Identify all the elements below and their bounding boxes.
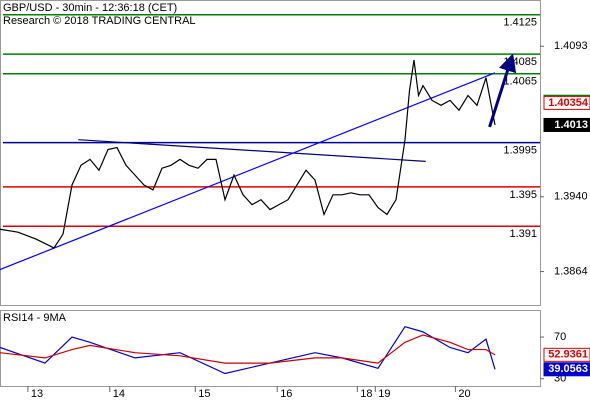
chart-title: GBP/USD - 30min - 12:36:18 (CET) (3, 2, 177, 14)
level-label: 1.3995 (503, 145, 537, 157)
x-tick-label: 20 (458, 388, 470, 400)
price-tag-label: 1.40354 (548, 97, 589, 109)
forecast-arrow (488, 53, 517, 128)
level-label: 1.4085 (503, 56, 537, 68)
chart-subtitle: Research © 2018 TRADING CENTRAL (3, 15, 196, 27)
price-tag (543, 362, 590, 377)
price-tag-label: 39.0563 (548, 363, 588, 375)
y-tick-label: 1.4093 (554, 40, 588, 52)
price-tag (543, 117, 590, 132)
price-tag (543, 347, 590, 362)
x-tick-label: 14 (113, 388, 125, 400)
price-line (0, 59, 496, 249)
trendline (78, 139, 426, 162)
x-tick-label: 19 (378, 388, 390, 400)
y-tick-label: 1.3940 (554, 191, 588, 203)
y-tick-label: 70 (554, 331, 566, 343)
main-frame (0, 0, 541, 306)
trendline (0, 72, 496, 271)
price-tag (543, 95, 590, 110)
level-label: 1.395 (509, 189, 537, 201)
x-tick-label: 15 (198, 388, 210, 400)
x-tick-label: 13 (31, 388, 43, 400)
y-tick-label: 1.3864 (554, 265, 588, 277)
price-line (0, 334, 496, 364)
x-tick-label: 16 (280, 388, 292, 400)
level-label: 1.4125 (503, 17, 537, 29)
level-label: 1.391 (509, 228, 537, 240)
price-line (0, 325, 496, 375)
rsi-frame (0, 310, 541, 387)
level-label: 1.4065 (503, 76, 537, 88)
price-tag-label: 1.4013 (554, 119, 588, 131)
price-tag-label: 52.9361 (548, 349, 588, 361)
rsi-title: RSI14 - 9MA (3, 312, 67, 324)
x-tick-label: 18 (360, 388, 372, 400)
